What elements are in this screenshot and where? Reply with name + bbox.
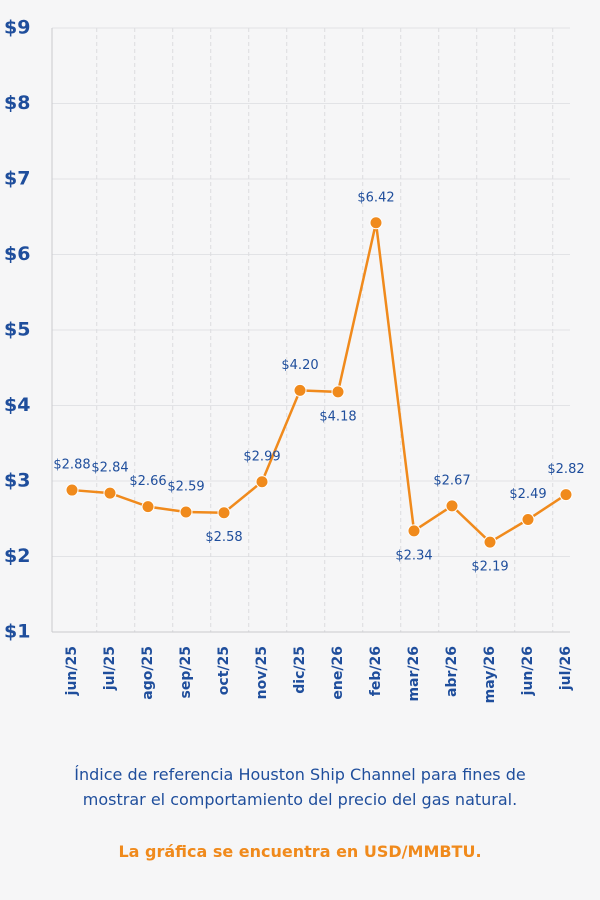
y-tick-label: $5 xyxy=(4,319,30,341)
value-label: $2.99 xyxy=(243,449,280,464)
value-label: $2.66 xyxy=(129,474,166,489)
y-tick-label: $3 xyxy=(4,470,30,492)
point xyxy=(103,486,117,500)
value-label: $2.88 xyxy=(53,458,90,473)
x-tick-label: jun/25 xyxy=(64,646,80,696)
point xyxy=(217,506,231,520)
value-label: $2.67 xyxy=(433,473,470,488)
point xyxy=(141,500,155,514)
y-tick-label: $9 xyxy=(4,17,30,39)
point xyxy=(65,483,79,497)
point xyxy=(559,488,573,502)
point xyxy=(331,385,345,399)
value-label: $2.59 xyxy=(167,479,204,494)
value-label: $2.34 xyxy=(395,548,432,563)
x-tick-label: jun/26 xyxy=(520,646,536,696)
x-tick-label: ene/26 xyxy=(330,646,346,700)
point xyxy=(483,535,497,549)
y-tick-label: $2 xyxy=(4,545,30,567)
point xyxy=(369,216,383,230)
value-label: $2.49 xyxy=(509,487,546,502)
y-tick-label: $8 xyxy=(4,92,30,114)
x-tick-label: jul/26 xyxy=(558,646,574,691)
point xyxy=(179,505,193,519)
y-tick-label: $7 xyxy=(4,168,30,190)
value-label: $6.42 xyxy=(357,190,394,205)
x-tick-label: nov/25 xyxy=(254,646,270,699)
note: La gráfica se encuentra en USD/MMBTU. xyxy=(118,842,482,861)
point xyxy=(407,524,421,538)
x-tick-label: feb/26 xyxy=(368,646,384,696)
y-tick-label: $4 xyxy=(4,394,30,416)
point xyxy=(521,513,535,527)
x-tick-label: sep/25 xyxy=(178,646,194,698)
value-label: $4.20 xyxy=(281,358,318,373)
point xyxy=(293,383,307,397)
point xyxy=(255,475,269,489)
chart: $1 $2 $3 $4 $5 $6 $7 $8 $9 jun/25 jul/25 ago/25 sep/… xyxy=(4,17,585,704)
value-label: $2.19 xyxy=(471,560,508,575)
x-tick-label: ago/25 xyxy=(140,646,156,700)
value-label: $2.84 xyxy=(91,461,128,476)
y-tick-label: $6 xyxy=(4,243,30,265)
value-label: $2.82 xyxy=(547,462,584,477)
line xyxy=(71,222,567,544)
value-label: $2.58 xyxy=(205,530,242,545)
value-label: $4.18 xyxy=(319,409,356,424)
x-tick-label: dic/25 xyxy=(292,646,308,694)
x-tick-label: mar/26 xyxy=(406,646,422,702)
x-tick-label: may/26 xyxy=(482,646,498,703)
caption: Índice de referencia Houston Ship Channe… xyxy=(74,765,526,809)
x-tick-label: oct/25 xyxy=(216,646,232,695)
x-tick-label: jul/25 xyxy=(102,646,118,691)
y-tick-label: $1 xyxy=(4,621,30,643)
point xyxy=(445,499,459,513)
x-tick-label: abr/26 xyxy=(444,646,460,697)
